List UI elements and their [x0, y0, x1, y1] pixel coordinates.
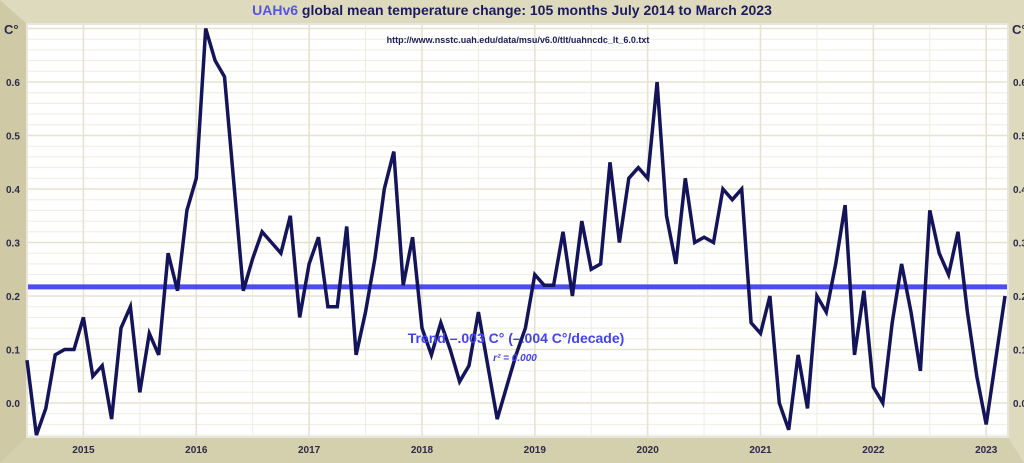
- frame-bottom-bevel: [0, 437, 1024, 463]
- y-axis-label-left: C°: [4, 22, 19, 37]
- x-tick-label: 2017: [298, 445, 321, 456]
- y-tick-label-left: 0.0: [6, 399, 20, 410]
- x-tick-label: 2015: [72, 445, 95, 456]
- x-tick-label: 2018: [411, 445, 434, 456]
- y-tick-label-left: 0.6: [6, 78, 20, 89]
- chart-title-highlight: UAHv6: [252, 2, 298, 18]
- y-axis-label-right: C°: [1012, 22, 1024, 37]
- series-layer: [25, 28, 1007, 436]
- frame-left-bevel: [0, 0, 27, 463]
- y-tick-label-right: 0.1: [1013, 346, 1024, 357]
- y-tick-label-right: 0.3: [1013, 239, 1024, 250]
- x-tick-label: 2023: [975, 445, 998, 456]
- y-tick-label-left: 0.4: [6, 185, 20, 196]
- x-tick-label: 2022: [862, 445, 885, 456]
- y-tick-label-right: 0.0: [1013, 399, 1024, 410]
- x-tick-label: 2016: [185, 445, 208, 456]
- y-axis-right: 0.0 0.1 0.2 0.3 0.4 0.5 0.6: [1013, 78, 1024, 410]
- trend-label: Trend –.003 C° (–.004 C°/decade): [408, 330, 625, 346]
- y-tick-label-right: 0.2: [1013, 292, 1024, 303]
- chart-title-rest: global mean temperature change: 105 mont…: [298, 2, 772, 18]
- y-tick-label-left: 0.5: [6, 132, 20, 143]
- y-tick-label-right: 0.6: [1013, 78, 1024, 89]
- r-squared-label: r² = 0.000: [493, 353, 537, 364]
- x-axis: 2015 2016 2017 2018 2019 2020 2021 2022 2023: [72, 445, 997, 456]
- y-axis-left: 0.0 0.1 0.2 0.3 0.4 0.5 0.6: [6, 78, 20, 410]
- y-tick-label-right: 0.4: [1013, 185, 1024, 196]
- y-tick-label-left: 0.1: [6, 346, 20, 357]
- chart-title: UAHv6 global mean temperature change: 10…: [252, 2, 772, 18]
- x-tick-label: 2021: [749, 445, 772, 456]
- y-tick-label-left: 0.3: [6, 239, 20, 250]
- plot-area: [26, 23, 1009, 438]
- y-tick-label-left: 0.2: [6, 292, 20, 303]
- x-tick-label: 2019: [524, 445, 547, 456]
- chart-subtitle: http://www.nsstc.uah.edu/data/msu/v6.0/t…: [387, 35, 650, 45]
- x-tick-label: 2020: [637, 445, 660, 456]
- grid: [28, 25, 1007, 436]
- y-tick-label-right: 0.5: [1013, 132, 1024, 143]
